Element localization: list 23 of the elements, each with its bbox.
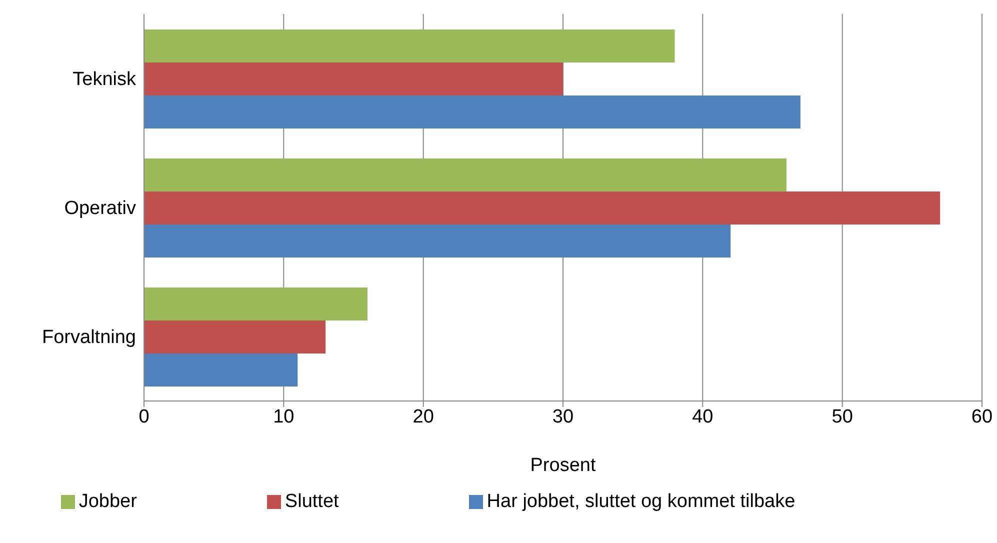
bar bbox=[144, 320, 326, 354]
x-tick-label: 50 bbox=[832, 406, 853, 428]
bar bbox=[144, 29, 675, 62]
legend-label: Har jobbet, sluttet og kommet tilbake bbox=[486, 491, 796, 512]
legend-label: Jobber bbox=[78, 491, 137, 512]
bar bbox=[144, 158, 786, 192]
x-tick-label: 10 bbox=[273, 406, 294, 428]
x-tick-label: 30 bbox=[552, 406, 574, 428]
bar bbox=[144, 353, 298, 386]
bar bbox=[144, 191, 940, 224]
legend-label: Sluttet bbox=[284, 491, 339, 512]
bar bbox=[144, 287, 368, 320]
x-axis-title: Prosent bbox=[530, 455, 596, 476]
bar bbox=[144, 224, 731, 258]
y-tick-label: Forvaltning bbox=[42, 327, 136, 348]
y-tick-label: Operativ bbox=[64, 198, 136, 220]
x-tick-label: 60 bbox=[971, 406, 993, 428]
y-tick-label: Teknisk bbox=[72, 69, 136, 90]
x-tick-label: 40 bbox=[692, 406, 714, 428]
x-tick-label: 0 bbox=[138, 406, 150, 428]
x-tick-label: 20 bbox=[412, 406, 434, 428]
bar bbox=[144, 62, 563, 96]
bar bbox=[144, 95, 800, 128]
